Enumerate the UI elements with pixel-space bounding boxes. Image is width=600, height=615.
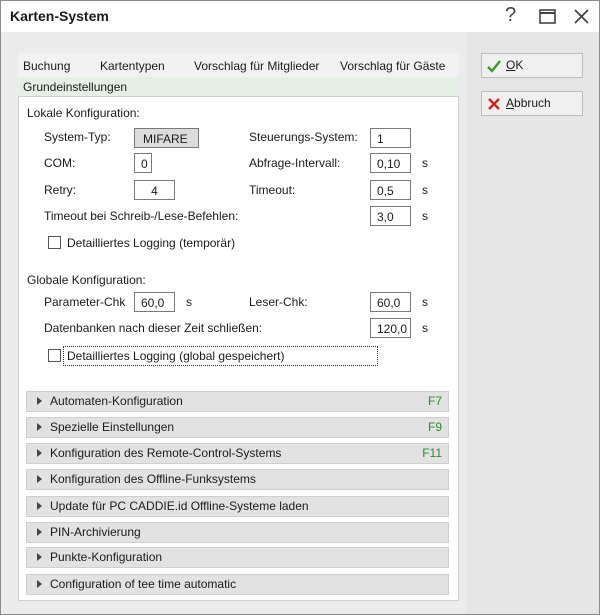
field-label: Leser-Chk: [249,295,308,309]
title-bar [1,1,599,32]
expand-arrow [37,475,42,483]
text-field[interactable]: 60,0 [134,292,175,312]
collapsible-section[interactable]: PIN-Archivierung [26,522,449,543]
collapsible-section[interactable]: Update für PC CADDIE.id Offline-Systeme … [26,496,449,517]
ok-label: OK [506,58,524,72]
maximize-button[interactable] [539,9,556,24]
text-field[interactable]: 0,5 [370,180,411,200]
section-title: Konfiguration des Offline-Funksystems [50,472,256,486]
section-title: Spezielle Einstellungen [50,420,175,434]
close-button[interactable] [574,9,589,24]
focus-rect [63,346,378,366]
checkbox-label: Detailliertes Logging (temporär) [67,236,236,250]
collapsible-section[interactable]: Konfiguration des Offline-Funksystems [26,469,449,490]
checkbox[interactable] [48,349,61,362]
tab[interactable]: Grundeinstellungen [23,80,128,94]
checkbox-label: Detailliertes Logging (global gespeicher… [67,349,285,363]
tab[interactable]: Vorschlag für Mitglieder [194,59,320,73]
text-field[interactable]: 60,0 [370,292,411,312]
button-column [466,32,599,614]
section-heading: Globale Konfiguration: [27,273,146,287]
expand-arrow [37,580,42,588]
expand-arrow [37,449,42,457]
field-label: Abfrage-Intervall: [249,156,341,170]
unit-label: s [422,156,428,170]
section-title: Update für PC CADDIE.id Offline-Systeme … [50,499,309,513]
field-label: Parameter-Chk [44,295,126,309]
tab[interactable]: Kartentypen [100,59,165,73]
tab[interactable]: Buchung [23,59,71,73]
ok-button[interactable]: OK [481,53,583,78]
expand-arrow [37,528,42,536]
unit-label: s [422,209,428,223]
collapsible-section[interactable]: Configuration of tee time automatic [26,574,449,595]
shortcut-key: F9 [427,420,442,434]
unit-label: s [422,321,428,335]
field-label: Timeout: [249,183,296,197]
expand-arrow [37,397,42,405]
section-title: Configuration of tee time automatic [50,577,237,591]
text-field[interactable]: 120,0 [370,318,411,338]
tab[interactable]: Vorschlag für Gäste [340,59,446,73]
field-label: COM: [44,156,76,170]
cancel-button[interactable]: Abbruch [481,91,583,116]
cancel-label: Abbruch [506,96,551,110]
unit-label: s [186,295,192,309]
text-field: MIFARE [134,128,199,148]
text-field[interactable]: 1 [370,128,411,148]
section-title: PIN-Archivierung [50,525,141,539]
text-field[interactable]: 4 [134,180,175,200]
field-label: System-Typ: [44,130,111,144]
field-label: Steuerungs-System: [249,130,358,144]
shortcut-key: F7 [427,394,442,408]
field-label: Datenbanken nach dieser Zeit schließen: [44,321,263,335]
collapsible-section[interactable]: Punkte-Konfiguration [26,547,449,568]
window-controls [539,9,589,24]
unit-label: s [422,183,428,197]
expand-arrow [37,423,42,431]
text-field[interactable]: 0 [134,153,152,173]
active-tab-row [18,77,459,96]
section-title: Punkte-Konfiguration [50,550,163,564]
collapsible-section[interactable]: Automaten-Konfiguration F7 [26,391,449,412]
collapsible-section[interactable]: Spezielle Einstellungen F9 [26,417,449,438]
section-heading: Lokale Konfiguration: [27,106,140,120]
field-label: Retry: [44,183,77,197]
expand-arrow [37,502,42,510]
window-title: Karten-System [10,8,109,24]
text-field[interactable]: 0,10 [370,153,411,173]
section-title: Automaten-Konfiguration [50,394,183,408]
field-label: Timeout bei Schreib-/Lese-Befehlen: [44,209,239,223]
section-title: Konfiguration des Remote-Control-Systems [50,446,282,460]
shortcut-key: F11 [422,446,442,460]
collapsible-section[interactable]: Konfiguration des Remote-Control-Systems… [26,443,449,464]
expand-arrow [37,553,42,561]
help-button[interactable]: ? [505,4,517,26]
checkbox[interactable] [48,236,61,249]
text-field[interactable]: 3,0 [370,206,411,226]
unit-label: s [422,295,428,309]
